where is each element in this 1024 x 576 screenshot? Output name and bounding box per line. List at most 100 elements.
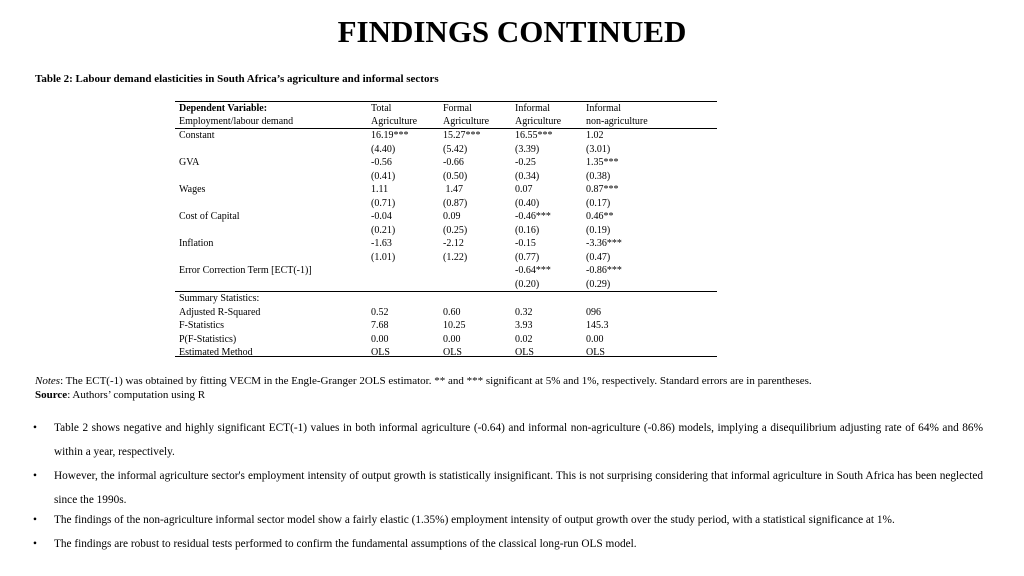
table-cell: 0.07 [515,184,533,195]
table-cell: (0.29) [586,278,611,290]
row-label: Adjusted R-Squared [179,306,261,318]
table-cell: (0.17) [586,197,611,209]
source-label: Source [35,389,68,401]
table-cell: (0.77) [515,251,540,263]
notes-label: Notes [35,375,61,387]
notes: Notes: The ECT(-1) was obtained by fitti… [35,375,812,387]
bullet-marker: • [33,470,37,482]
table-cell: (1.22) [443,251,468,263]
table-cell: 7.68 [371,320,389,331]
table-cell: (0.16) [515,224,540,236]
row-label: GVA [179,157,200,168]
table-cell: 0.09 [443,211,461,222]
table-cell: -0.86*** [586,265,622,276]
table-cell: -0.04 [371,211,392,222]
column-header: Agriculture [443,116,490,127]
source-text: : Authors’ computation using R [67,389,206,401]
table-cell: (0.40) [515,197,540,209]
table-caption: Table 2: Labour demand elasticities in S… [35,73,439,85]
source: Source: Authors’ computation using R [35,389,205,401]
table-cell: 0.02 [515,333,533,345]
bullet-text: However, the informal agriculture sector… [54,470,983,506]
table-rule [175,356,717,357]
table-cell: (3.01) [586,143,611,155]
table-cell: -0.46*** [515,211,551,222]
table-cell: (0.71) [371,197,396,209]
row-label: Cost of Capital [179,211,240,222]
slide-title: FINDINGS CONTINUED [337,14,687,49]
column-header: Total [371,103,392,114]
table-cell: 1.02 [586,130,604,141]
table-cell: 3.93 [515,320,533,331]
table-cell: -0.64*** [515,265,551,276]
table-cell: (0.38) [586,170,611,182]
table-cell: 0.00 [371,333,389,345]
table-cell: -0.25 [515,157,536,168]
table-cell: OLS [586,347,605,358]
table-cell: (0.20) [515,278,540,290]
table-cell: 1.35*** [586,157,619,168]
table-rule [175,291,717,292]
table-cell: 0.87*** [586,184,619,195]
notes-text: : The ECT(-1) was obtained by fitting VE… [60,375,812,387]
table-cell: (0.19) [586,224,611,236]
table-cell: 0.32 [515,306,533,318]
bullet-text: The findings are robust to residual test… [54,538,637,550]
table-cell: -0.66 [443,157,464,168]
table-cell: (0.47) [586,251,611,263]
table-cell: (0.50) [443,170,468,182]
table-cell: 1.11 [371,184,389,195]
table-cell: -2.12 [443,238,464,249]
table-cell: OLS [515,347,534,358]
table-cell: -3.36*** [586,238,622,249]
column-header: Agriculture [515,116,562,127]
bullet-text: The findings of the non-agriculture info… [54,514,895,526]
table-cell: -0.15 [515,238,536,249]
row-label: P(F-Statistics) [179,333,237,345]
column-header: non-agriculture [586,116,648,127]
table-rule [175,128,717,129]
table-cell: 0.46** [586,211,614,222]
table-cell: -1.63 [371,238,392,249]
table-cell: (0.21) [371,224,396,236]
table-cell: 16.19*** [371,130,409,141]
bullet-text: Table 2 shows negative and highly signif… [54,422,983,458]
table-cell: (4.40) [371,143,396,155]
table-cell: 0.00 [443,333,461,345]
table-cell: (0.34) [515,170,540,182]
table-cell: (3.39) [515,143,540,155]
row-label: Summary Statistics: [179,293,260,304]
table-cell: (0.41) [371,170,396,182]
row-label: Error Correction Term [ECT(-1)] [179,265,312,276]
table-cell: 0.00 [586,333,604,345]
row-label: Constant [179,130,215,141]
row-label: Inflation [179,238,214,249]
column-header: Formal [443,103,472,114]
table-cell: (5.42) [443,143,468,155]
table-cell: (1.01) [371,251,396,263]
table-cell: 10.25 [443,320,466,331]
table-cell: (0.87) [443,197,468,209]
column-header: Informal [515,103,550,114]
column-header: Agriculture [371,116,418,127]
table-cell: 0.60 [443,306,461,318]
bullet-marker: • [33,538,37,550]
column-header: Informal [586,103,621,114]
row-label: F-Statistics [179,320,225,331]
table-cell: OLS [443,347,462,358]
table-cell: 16.55*** [515,130,553,141]
row-label: Wages [179,184,206,195]
table-cell: OLS [371,347,390,358]
table-cell: 0.52 [371,306,389,318]
bullet-marker: • [33,422,37,434]
header-label: Employment/labour demand [179,116,294,127]
row-label: Estimated Method [179,347,253,358]
table-cell: 096 [586,306,601,318]
table-rule [175,101,717,102]
table-cell: -0.56 [371,157,392,168]
table-cell: 1.47 [443,184,464,195]
bullet-marker: • [33,514,37,526]
table-cell: 15.27*** [443,130,481,141]
header-label: Dependent Variable: [179,103,268,114]
